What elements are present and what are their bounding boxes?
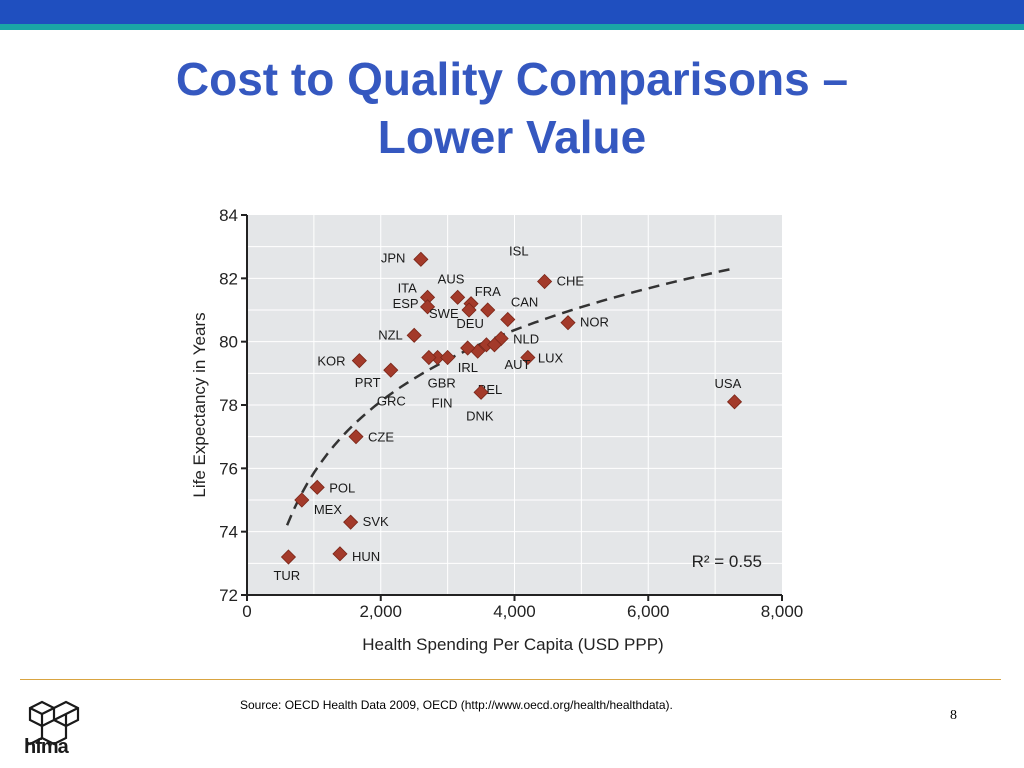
point-label-kor: KOR — [317, 354, 345, 369]
data-point-jpn — [413, 251, 429, 267]
point-label-fin: FIN — [432, 396, 453, 411]
y-tick-label: 82 — [219, 269, 238, 288]
x-axis-label: Health Spending Per Capita (USD PPP) — [362, 635, 663, 654]
top-accent-bar — [0, 24, 1024, 30]
data-point-lux — [520, 349, 536, 366]
trend-line — [285, 266, 736, 526]
x-tick-label: 4,000 — [493, 602, 536, 621]
grid — [247, 215, 782, 595]
data-point-swe — [461, 302, 477, 318]
x-tick-label: 2,000 — [359, 602, 402, 621]
data-point-prt — [383, 362, 399, 378]
data-point-fin — [440, 349, 456, 366]
hfma-cube-logo-icon — [25, 700, 80, 746]
point-label-aut: AUT — [504, 357, 530, 372]
y-tick-label: 80 — [219, 333, 238, 352]
point-label-tur: TUR — [273, 568, 300, 583]
point-label-mex: MEX — [314, 502, 343, 517]
point-label-cze: CZE — [368, 430, 394, 445]
point-label-esp: ESP — [393, 296, 419, 311]
data-point-svk — [343, 514, 359, 530]
point-label-nor: NOR — [580, 315, 609, 330]
tick-labels: 0 2,000 4,000 6,000 8,000 72 74 76 78 80 82 84 — [219, 206, 803, 621]
hfma-logo-text: hfma — [24, 736, 69, 758]
x-tick-label: 6,000 — [627, 602, 670, 621]
data-point-bel — [460, 340, 476, 356]
data-point-aus — [450, 289, 466, 305]
point-label-fra: FRA — [475, 284, 501, 299]
point-label-usa: USA — [715, 376, 742, 391]
point-label-pol: POL — [329, 480, 355, 495]
data-point-che — [537, 273, 553, 290]
y-tick-label: 78 — [219, 396, 238, 415]
top-bar — [0, 0, 1024, 24]
point-label-gbr: GBR — [428, 376, 456, 391]
point-label-ita: ITA — [398, 280, 418, 295]
data-point-nzl — [406, 327, 422, 343]
point-label-dnk: DNK — [466, 408, 494, 423]
r-squared-annotation: R² = 0.55 — [692, 552, 762, 571]
data-points: JPN ISL AUS CHE ITA FRA CAN ESP SWE NOR NZL DEU NLD K… — [273, 244, 743, 583]
slide-title: Cost to Quality Comparisons – Lower Valu… — [0, 50, 1024, 166]
data-point-kor — [351, 353, 367, 369]
x-tick-label: 0 — [242, 602, 251, 621]
y-tick-label: 74 — [219, 523, 238, 542]
data-point-tur — [280, 549, 297, 565]
data-point-can — [500, 311, 516, 328]
slide-title-line-1: Cost to Quality Comparisons – — [175, 53, 849, 105]
point-label-nld: NLD — [513, 332, 539, 347]
point-label-swe: SWE — [429, 306, 459, 321]
point-label-grc: GRC — [377, 394, 406, 409]
y-tick-label: 72 — [219, 586, 238, 605]
data-point-usa — [726, 394, 743, 410]
data-point-grc — [421, 349, 437, 366]
data-point-dnk — [473, 384, 489, 400]
point-label-deu: DEU — [456, 316, 483, 331]
data-point-esp — [419, 299, 436, 315]
data-point-hun — [332, 546, 348, 562]
source-note: Source: OECD Health Data 2009, OECD (htt… — [240, 698, 673, 712]
data-point-cze — [348, 429, 364, 445]
point-label-svk: SVK — [363, 514, 389, 529]
data-point-nor — [560, 315, 576, 331]
data-point-aut — [486, 337, 503, 353]
point-label-che: CHE — [557, 274, 585, 289]
point-label-prt: PRT — [355, 375, 381, 390]
point-label-jpn: JPN — [381, 250, 406, 265]
point-label-can: CAN — [511, 295, 538, 310]
footer-divider — [20, 679, 1001, 680]
point-label-aus: AUS — [438, 271, 465, 286]
y-tick-label: 84 — [219, 206, 238, 225]
point-label-nzl: NZL — [378, 327, 403, 342]
x-tick-label: 8,000 — [761, 602, 804, 621]
point-label-irl: IRL — [458, 360, 478, 375]
y-tick-label: 76 — [219, 459, 238, 478]
point-label-isl: ISL — [509, 244, 529, 259]
page-number: 8 — [950, 708, 957, 723]
data-point-pol — [309, 479, 325, 495]
slide-title-line-2: Lower Value — [377, 111, 647, 163]
point-label-lux: LUX — [538, 351, 564, 366]
scatter-chart: 0 2,000 4,000 6,000 8,000 72 74 76 78 80 82 84 JPN I… — [190, 206, 803, 654]
data-point-mex — [294, 492, 310, 508]
point-label-hun: HUN — [352, 549, 380, 564]
data-point-fra — [480, 302, 496, 318]
y-axis-label: Life Expectancy in Years — [190, 312, 209, 497]
